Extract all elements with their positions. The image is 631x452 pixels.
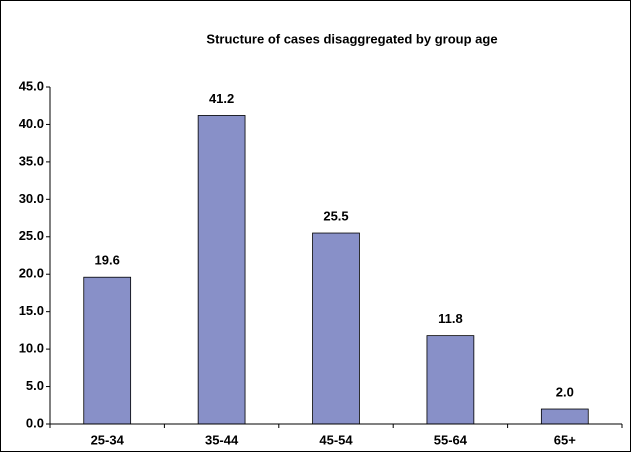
y-tick-label: 35.0 [19,153,44,168]
y-tick-label: 0.0 [26,415,44,430]
y-tick-label: 15.0 [19,303,44,318]
bar [83,276,132,425]
value-label: 11.8 [438,311,463,326]
y-tick-label: 5.0 [26,378,44,393]
value-label: 2.0 [556,384,574,399]
x-tick-label: 65+ [554,432,576,447]
x-tick-label: 45-54 [319,432,353,447]
bar [197,115,246,425]
y-tick-label: 20.0 [19,266,44,281]
chart-title: Structure of cases disaggregated by grou… [206,31,497,46]
value-label: 41.2 [209,91,234,106]
value-label: 25.5 [323,208,348,223]
y-tick-label: 30.0 [19,191,44,206]
x-tick-label: 55-64 [434,432,468,447]
value-label: 19.6 [95,253,120,268]
x-tick-label: 25-34 [91,432,125,447]
bar [312,232,360,425]
y-tick-label: 10.0 [19,341,44,356]
y-tick-label: 40.0 [19,116,44,131]
x-tick-label: 35-44 [205,432,239,447]
bar [426,335,475,425]
y-tick-label: 45.0 [19,78,44,93]
y-tick-label: 25.0 [19,228,44,243]
bar [540,408,589,425]
